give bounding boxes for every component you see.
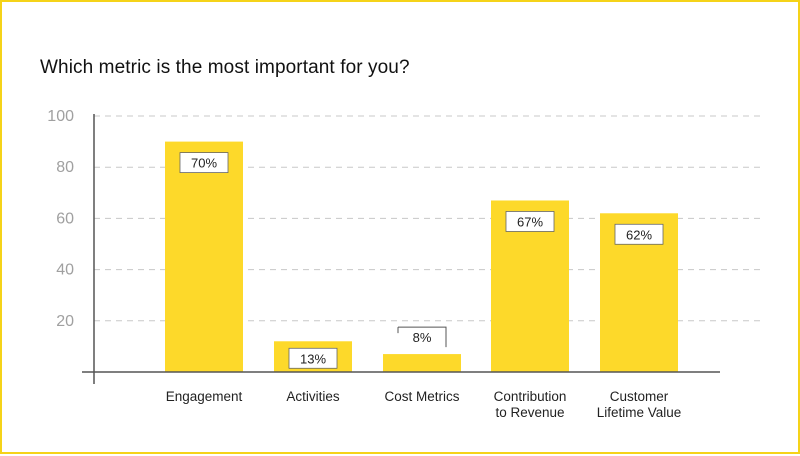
x-category-label: Customer: [610, 389, 669, 404]
x-category-label: Engagement: [166, 389, 243, 404]
data-label-bracket: [398, 326, 447, 348]
data-label-box: [179, 152, 229, 174]
x-category-label: Activities: [286, 389, 340, 404]
data-label: 67%: [517, 214, 543, 229]
data-label-box: [614, 223, 664, 245]
x-category-label: Contribution: [494, 389, 567, 404]
data-label-box: [505, 211, 555, 232]
chart-title: Which metric is the most important for y…: [40, 57, 410, 78]
y-tick-label: 40: [56, 262, 74, 279]
data-label: 13%: [300, 351, 326, 366]
y-tick-label: 60: [56, 210, 74, 227]
bar: [165, 141, 243, 372]
x-category-label: to Revenue: [495, 405, 564, 420]
data-label-box: [288, 347, 338, 369]
y-tick-label: 100: [47, 108, 74, 125]
data-label: 70%: [191, 156, 217, 171]
data-label: 8%: [413, 330, 432, 345]
y-tick-label: 80: [56, 159, 74, 176]
y-tick-label: 20: [56, 313, 74, 330]
bar: [383, 354, 461, 372]
data-label: 62%: [626, 227, 652, 242]
x-category-label: Lifetime Value: [597, 405, 682, 420]
x-category-label: Cost Metrics: [384, 389, 459, 404]
